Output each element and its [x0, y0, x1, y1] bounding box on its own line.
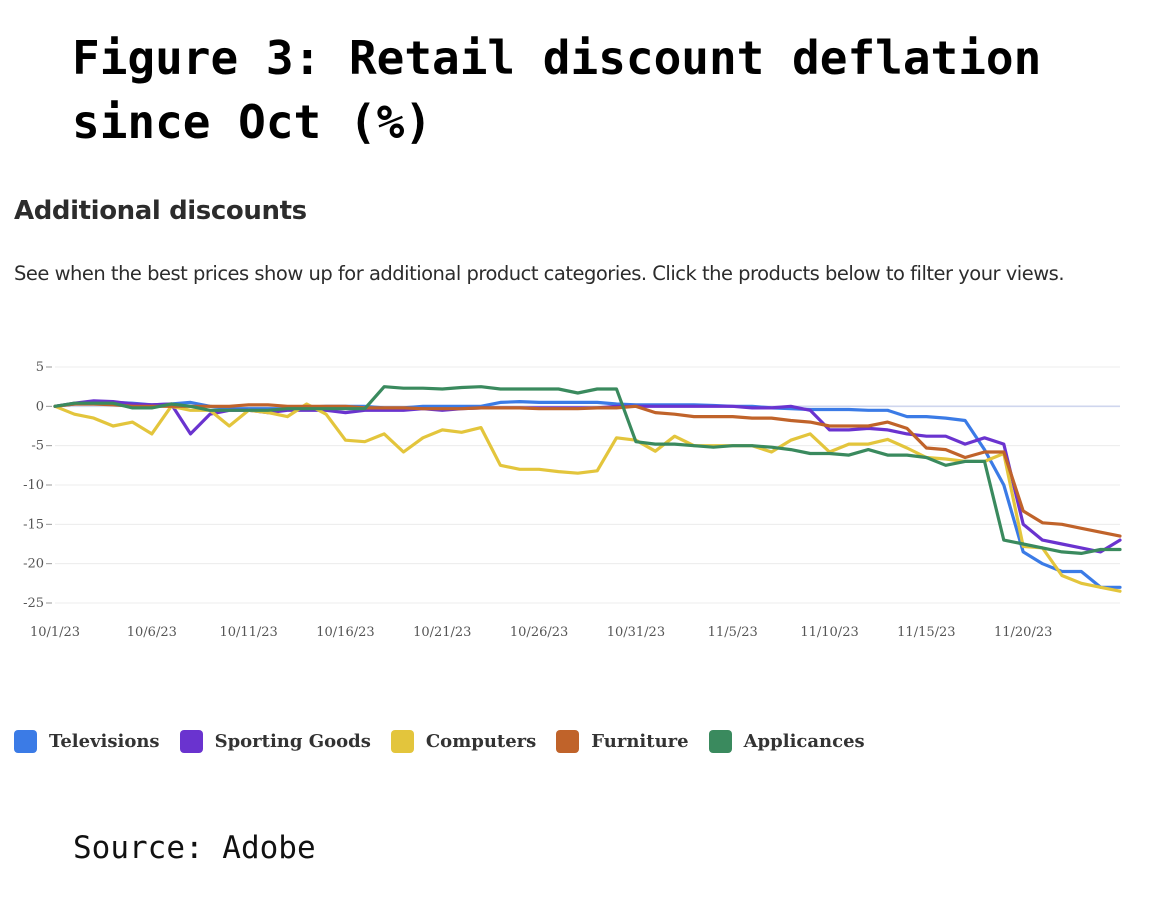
- x-tick-label: 10/31/23: [607, 625, 665, 640]
- legend-label-furniture: Furniture: [591, 731, 689, 752]
- x-tick-label: 10/6/23: [127, 625, 177, 640]
- legend-swatch-furniture: [556, 730, 580, 753]
- y-tick-label: -20: [23, 557, 44, 572]
- legend-swatch-televisions: [14, 730, 37, 753]
- y-tick-label: 0: [36, 399, 44, 414]
- y-tick-label: -5: [31, 439, 44, 454]
- x-tick-label: 11/20/23: [994, 625, 1052, 640]
- x-tick-label: 11/5/23: [708, 625, 758, 640]
- x-tick-label: 10/16/23: [316, 625, 374, 640]
- x-tick-label: 11/15/23: [897, 625, 955, 640]
- legend-item-furniture[interactable]: Furniture: [556, 730, 689, 753]
- section-description: See when the best prices show up for add…: [14, 262, 1065, 285]
- chart-legend: Televisions Sporting Goods Computers Fur…: [14, 730, 885, 753]
- line-chart: 5 0 -5 -10 -15 -20 -25 10/1/23 10/6/23 10/11/23 10…: [23, 360, 1122, 640]
- legend-item-televisions[interactable]: Televisions: [14, 730, 160, 753]
- x-tick-label: 10/11/23: [219, 625, 277, 640]
- series-line-applicances: [53, 385, 1122, 555]
- legend-item-computers[interactable]: Computers: [390, 730, 537, 753]
- x-tick-label: 10/26/23: [510, 625, 568, 640]
- section-title: Additional discounts: [14, 196, 307, 226]
- source-note: Source: Adobe: [73, 830, 316, 866]
- series-line-sporting-goods: [53, 399, 1122, 554]
- legend-item-sporting-goods[interactable]: Sporting Goods: [179, 730, 371, 753]
- legend-item-applicances[interactable]: Applicances: [708, 730, 865, 753]
- y-tick-label: -25: [23, 596, 44, 611]
- legend-label-sporting-goods: Sporting Goods: [214, 731, 371, 752]
- legend-swatch-computers: [390, 730, 414, 753]
- x-tick-label: 10/21/23: [413, 625, 471, 640]
- series-line-televisions: [53, 399, 1122, 589]
- y-tick-label: -15: [23, 517, 44, 532]
- legend-label-computers: Computers: [425, 731, 537, 752]
- figure-title: Figure 3: Retail discount deflation sinc…: [72, 31, 1042, 149]
- series-line-computers: [53, 402, 1122, 593]
- series-line-furniture: [53, 402, 1122, 538]
- legend-swatch-applicances: [708, 730, 732, 753]
- legend-label-televisions: Televisions: [49, 731, 160, 752]
- x-tick-label: 10/1/23: [30, 625, 80, 640]
- y-tick-label: -10: [23, 478, 44, 493]
- legend-swatch-sporting-goods: [179, 730, 203, 753]
- legend-label-applicances: Applicances: [743, 731, 865, 752]
- y-tick-label: 5: [36, 360, 44, 375]
- x-tick-label: 11/10/23: [800, 625, 858, 640]
